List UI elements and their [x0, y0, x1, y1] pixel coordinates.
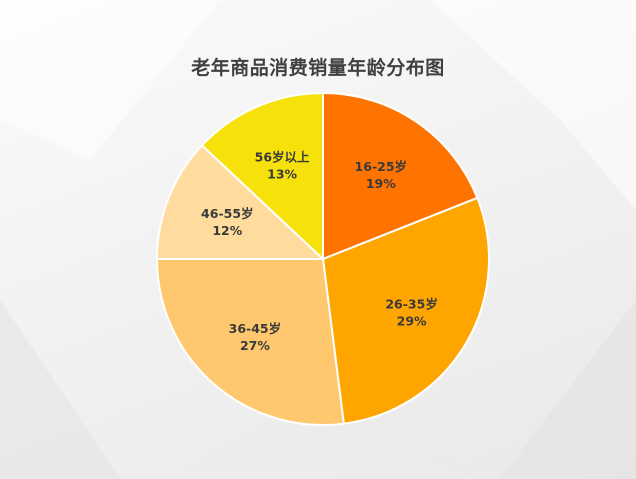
slice-category-label: 26-35岁 — [385, 296, 437, 311]
slice-category-label: 46-55岁 — [201, 206, 253, 221]
pie-slice-5 — [200, 91, 324, 262]
slice-value-label: 29% — [397, 313, 427, 328]
pie-slices — [155, 91, 490, 426]
slice-value-label: 12% — [212, 223, 242, 238]
slice-category-label: 36-45岁 — [229, 321, 281, 336]
slice-category-label: 16-25岁 — [355, 159, 407, 174]
slice-category-label: 56岁以上 — [255, 150, 310, 165]
slice-value-label: 19% — [366, 176, 396, 191]
pie-slice-1 — [322, 91, 479, 261]
chart-title: 老年商品消费销量年龄分布图 — [191, 57, 445, 79]
pie-slice-4 — [155, 143, 326, 260]
pie-slice-2 — [321, 196, 490, 425]
slice-value-label: 13% — [267, 167, 297, 182]
pie-labels: 16-25岁 19% 26-35岁 29% 36-45岁 27% 46-55岁 12% 56岁以… — [201, 150, 438, 354]
pie-slice-3 — [155, 258, 345, 426]
slice-value-label: 27% — [240, 338, 270, 353]
